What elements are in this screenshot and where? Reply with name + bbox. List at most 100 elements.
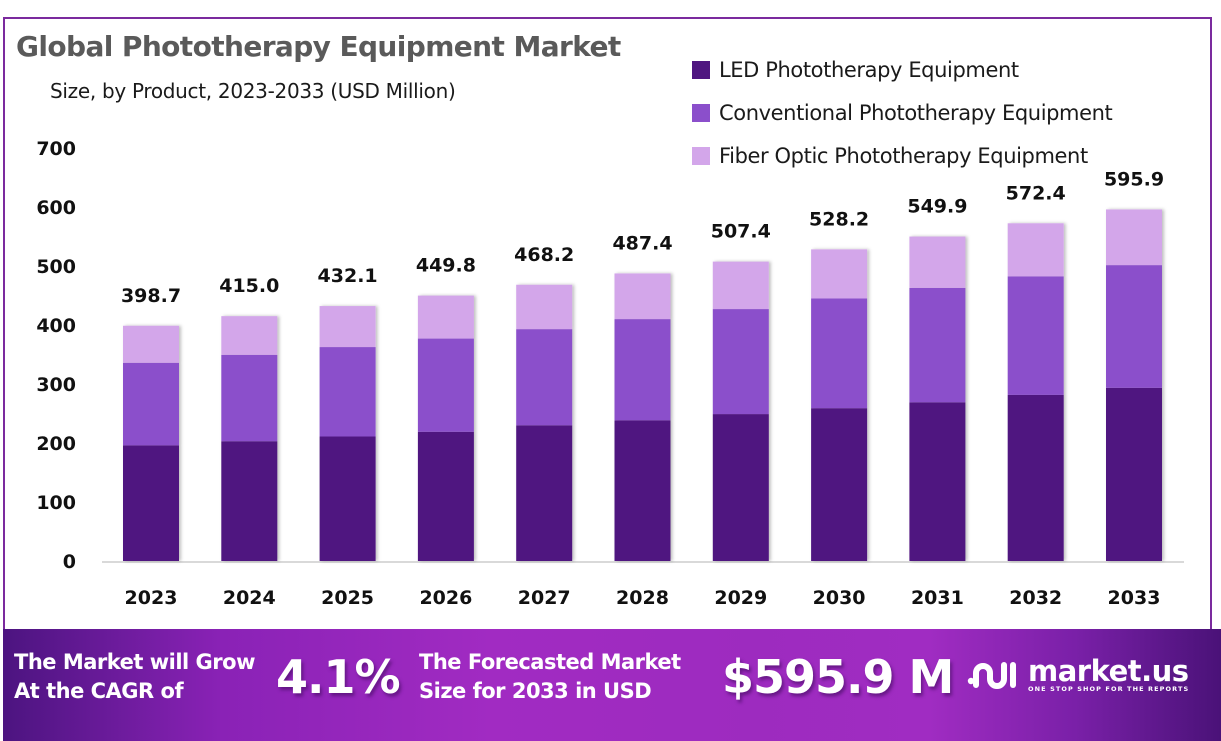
- x-tick-label: 2032: [1009, 587, 1062, 609]
- bars: [123, 209, 1162, 561]
- total-data-label: 528.2: [809, 208, 869, 230]
- forecast-caption-line2: Size for 2033 in USD: [419, 679, 652, 703]
- x-tick-label: 2033: [1108, 587, 1161, 609]
- bar-segment-conventional[interactable]: [319, 347, 376, 437]
- forecast-caption-line1: The Forecasted Market: [419, 650, 681, 674]
- total-data-label: 487.4: [612, 232, 672, 254]
- bar-stack-2030: [811, 249, 868, 561]
- bar-segment-led[interactable]: [417, 431, 474, 561]
- x-tick-label: 2024: [223, 587, 276, 609]
- bar-segment-conventional[interactable]: [417, 338, 474, 432]
- bar-segment-led[interactable]: [123, 445, 179, 561]
- bar-segment-conventional[interactable]: [1007, 276, 1064, 395]
- cagr-caption-line1: The Market will Grow: [14, 650, 255, 674]
- bar-segment-fiber-optic[interactable]: [123, 325, 179, 363]
- bar-stack-2026: [417, 295, 474, 561]
- total-data-label: 549.9: [907, 196, 967, 218]
- bar-stack-2033: [1106, 209, 1162, 561]
- y-axis-ticks: 0 100 200 300 400 500 600 700: [36, 138, 76, 573]
- x-tick-label: 2023: [125, 587, 178, 609]
- bar-segment-conventional[interactable]: [712, 309, 769, 415]
- bar-segment-led[interactable]: [1106, 387, 1162, 561]
- bar-segment-fiber-optic[interactable]: [614, 273, 671, 320]
- cagr-caption: The Market will Grow At the CAGR of: [14, 648, 255, 706]
- bar-segment-fiber-optic[interactable]: [1007, 223, 1064, 277]
- bar-segment-fiber-optic[interactable]: [221, 316, 278, 355]
- total-data-label: 449.8: [416, 255, 476, 277]
- legend-label-led: LED Phototherapy Equipment: [719, 57, 1019, 82]
- bar-segment-led[interactable]: [1007, 394, 1064, 561]
- legend-label-fiber-optic: Fiber Optic Phototherapy Equipment: [719, 143, 1088, 168]
- y-tick-label: 500: [36, 256, 76, 278]
- bar-segment-led[interactable]: [811, 408, 868, 561]
- bar-segment-conventional[interactable]: [516, 329, 573, 426]
- bar-segment-led[interactable]: [909, 402, 966, 561]
- legend-label-conventional: Conventional Phototherapy Equipment: [719, 100, 1113, 125]
- total-data-labels: 398.7 415.0 432.1 449.8 468.2 487.4 507.4 528.2…: [121, 168, 1164, 306]
- forecast-caption: The Forecasted Market Size for 2033 in U…: [419, 648, 681, 706]
- bar-segment-led[interactable]: [614, 420, 671, 561]
- chart-title: Global Phototherapy Equipment Market: [16, 30, 621, 63]
- bar-segment-fiber-optic[interactable]: [319, 306, 376, 348]
- y-tick-label: 300: [36, 374, 76, 396]
- x-tick-label: 2029: [714, 587, 767, 609]
- legend: LED Phototherapy Equipment Conventional …: [692, 48, 1113, 177]
- y-tick-label: 200: [36, 433, 76, 455]
- bar-segment-conventional[interactable]: [123, 362, 179, 446]
- x-tick-label: 2025: [321, 587, 374, 609]
- bar-stack-2031: [909, 236, 966, 561]
- bar-stack-2024: [221, 316, 278, 561]
- stacked-bar-chart: 0 100 200 300 400 500 600 700 398.7 415.0 432.1 44…: [36, 138, 1184, 609]
- bar-segment-conventional[interactable]: [1106, 265, 1162, 388]
- legend-item-fiber-optic[interactable]: Fiber Optic Phototherapy Equipment: [692, 134, 1112, 177]
- total-data-label: 415.0: [219, 275, 279, 297]
- y-tick-label: 100: [36, 492, 76, 514]
- forecast-value: $595.9 M: [722, 650, 954, 704]
- bar-stack-2029: [712, 261, 769, 561]
- y-tick-label: 0: [63, 551, 76, 573]
- bar-segment-fiber-optic[interactable]: [811, 249, 868, 299]
- bar-stack-2028: [614, 273, 671, 561]
- brand-logo[interactable]: market.us ONE STOP SHOP FOR THE REPORTS: [966, 655, 1189, 695]
- chart-frame: [3, 17, 1212, 657]
- total-data-label: 432.1: [318, 265, 378, 287]
- bar-segment-fiber-optic[interactable]: [712, 261, 769, 310]
- bar-stack-2023: [123, 325, 179, 561]
- bar-segment-led[interactable]: [516, 425, 573, 561]
- x-axis-ticks: 2023 2024 2025 2026 2027 2028 2029 2030 2031 2032…: [125, 587, 1161, 609]
- summary-banner: [3, 629, 1221, 741]
- legend-swatch-led: [692, 60, 710, 79]
- brand-tagline: ONE STOP SHOP FOR THE REPORTS: [1028, 685, 1190, 693]
- bar-stack-2027: [516, 284, 573, 561]
- bar-segment-fiber-optic[interactable]: [417, 295, 474, 339]
- x-tick-label: 2028: [616, 587, 669, 609]
- bar-segment-fiber-optic[interactable]: [909, 236, 966, 288]
- cagr-value: 4.1%: [276, 650, 401, 704]
- total-data-label: 468.2: [514, 244, 574, 266]
- bar-stack-2032: [1007, 223, 1064, 561]
- bar-segment-conventional[interactable]: [221, 354, 278, 442]
- total-data-label: 398.7: [121, 285, 181, 307]
- bar-segment-conventional[interactable]: [614, 319, 671, 421]
- legend-item-led[interactable]: LED Phototherapy Equipment: [692, 48, 1112, 91]
- bar-stack-2025: [319, 306, 376, 561]
- y-tick-label: 600: [36, 197, 76, 219]
- market-us-logo-icon: [967, 662, 1016, 689]
- bar-segment-fiber-optic[interactable]: [1106, 209, 1162, 266]
- total-data-label: 595.9: [1104, 168, 1164, 190]
- bar-segment-fiber-optic[interactable]: [516, 284, 573, 330]
- bar-segment-led[interactable]: [319, 436, 376, 561]
- bar-segment-conventional[interactable]: [811, 298, 868, 409]
- brand-name: market.us: [1028, 654, 1189, 688]
- bar-segment-led[interactable]: [712, 414, 769, 561]
- bar-segment-led[interactable]: [221, 441, 278, 561]
- total-data-label: 572.4: [1006, 182, 1066, 204]
- bar-segment-conventional[interactable]: [909, 287, 966, 403]
- x-tick-label: 2030: [813, 587, 866, 609]
- legend-swatch-conventional: [692, 103, 710, 122]
- cagr-caption-line2: At the CAGR of: [14, 679, 184, 703]
- total-data-label: 507.4: [711, 221, 771, 243]
- y-tick-label: 400: [36, 315, 76, 337]
- chart-subtitle: Size, by Product, 2023-2033 (USD Million…: [50, 79, 456, 103]
- legend-item-conventional[interactable]: Conventional Phototherapy Equipment: [692, 91, 1113, 134]
